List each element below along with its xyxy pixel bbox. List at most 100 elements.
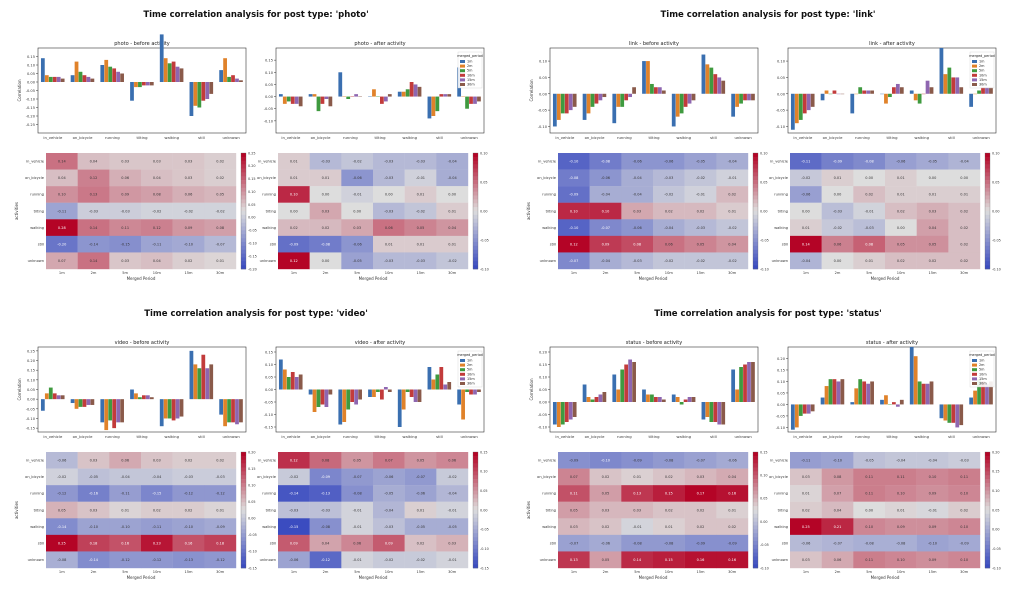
colorbar-segment — [241, 455, 246, 461]
bar — [909, 90, 914, 94]
heatmap-value: 0.05 — [58, 508, 66, 512]
bar — [899, 87, 904, 94]
heatmap-value: 0.02 — [802, 508, 810, 512]
colorbar-segment — [985, 249, 990, 254]
heatmap-cell — [46, 169, 78, 187]
bar — [159, 399, 164, 427]
heatmap-cell — [653, 169, 685, 187]
bar — [405, 89, 410, 97]
bar — [810, 93, 815, 107]
heatmap-cell — [558, 153, 590, 170]
bar — [52, 76, 57, 82]
heatmap-cell — [141, 169, 173, 187]
y-tick-label: tilting — [34, 209, 44, 213]
heatmap-cell — [653, 501, 685, 519]
heatmap-cell — [278, 186, 310, 203]
heatmap-value: 0.01 — [290, 176, 298, 180]
heatmap-cell — [172, 235, 205, 253]
bar — [461, 389, 465, 420]
colorbar-label: 0.10 — [760, 474, 768, 478]
bar — [235, 78, 239, 82]
bar — [985, 87, 989, 94]
heatmap-cell — [141, 468, 173, 486]
heatmap-value: -0.04 — [448, 176, 458, 180]
x-tick-label: in_vehicle — [43, 135, 63, 140]
heatmap-cell — [885, 485, 917, 502]
heatmap-cell — [653, 452, 685, 469]
heatmap-cell — [790, 235, 822, 253]
colorbar-segment — [473, 234, 478, 239]
heatmap-value: 0.09 — [929, 525, 937, 529]
heatmap-cell — [716, 219, 749, 237]
heatmap-value: -0.07 — [216, 242, 225, 246]
colorbar-segment — [985, 207, 990, 212]
bar — [806, 93, 811, 111]
y-tick-label: -0.10 — [776, 125, 786, 129]
heatmap-cell — [309, 452, 342, 469]
colorbar-segment — [985, 490, 990, 495]
x-tick-label: walking — [402, 135, 417, 140]
bar — [616, 389, 621, 402]
heatmap-cell — [278, 202, 310, 220]
heatmap-cell — [436, 485, 469, 502]
heatmap-cell — [141, 186, 173, 203]
bar — [231, 399, 235, 423]
heatmap-value: -0.03 — [416, 160, 425, 164]
bar — [810, 404, 815, 412]
bar — [78, 71, 83, 82]
heatmap-cell — [684, 252, 717, 270]
heatmap-value: 0.01 — [216, 508, 224, 512]
bar — [661, 399, 666, 402]
heatmap-cell — [373, 252, 405, 270]
bar — [82, 75, 87, 82]
colorbar-label: 0.05 — [992, 508, 1000, 512]
heatmap-value: 0.08 — [633, 242, 641, 246]
heatmap-value: -0.02 — [448, 475, 457, 479]
heatmap-cell — [853, 468, 886, 486]
y-tick-label: running — [262, 492, 276, 496]
bar — [917, 93, 922, 104]
heatmap-value: -0.09 — [321, 475, 330, 479]
heatmap-value: 0.01 — [834, 176, 842, 180]
x-axis-label: Merged Period — [639, 276, 668, 281]
heatmap-value: 0.01 — [929, 193, 937, 197]
heatmap-cell — [790, 169, 822, 187]
heatmap-cell — [948, 252, 981, 270]
colorbar-segment — [753, 552, 758, 557]
x-tick-label: 1m — [59, 570, 65, 574]
legend-swatch — [972, 372, 977, 376]
bar — [104, 399, 109, 431]
bar — [747, 93, 751, 101]
heatmap-value: -0.02 — [448, 259, 457, 263]
heatmap-value: -0.09 — [633, 459, 642, 463]
bar — [328, 389, 333, 395]
heatmap-cell — [716, 186, 749, 203]
colorbar-segment — [241, 180, 246, 185]
heatmap-cell — [621, 219, 654, 237]
chart-status: Time correlation analysis for post type:… — [512, 299, 1024, 598]
bar — [52, 393, 57, 400]
colorbar-segment — [241, 249, 246, 254]
bar — [387, 389, 392, 392]
bar — [798, 93, 803, 120]
heatmap-cell — [341, 169, 374, 187]
heatmap-cell — [141, 551, 173, 569]
colorbar-segment — [473, 537, 478, 542]
heatmap-cell — [621, 501, 654, 519]
colorbar-segment — [241, 211, 246, 216]
colorbar-segment — [753, 540, 758, 546]
bar — [290, 372, 295, 390]
heatmap-cell — [278, 534, 310, 552]
heatmap-cell — [341, 452, 374, 469]
heatmap-value: 0.02 — [960, 209, 968, 213]
colorbar-label: -0.20 — [248, 267, 257, 271]
x-tick-label: on_bicycle — [585, 434, 606, 439]
heatmap-cell — [404, 534, 437, 552]
heatmap-value: 0.01 — [385, 242, 393, 246]
heatmap-cell — [141, 534, 173, 552]
x-tick-label: 5m — [866, 271, 872, 275]
heatmap-cell — [404, 252, 437, 270]
bar — [552, 93, 557, 127]
heatmap-cell — [172, 551, 205, 569]
bar — [193, 82, 198, 106]
